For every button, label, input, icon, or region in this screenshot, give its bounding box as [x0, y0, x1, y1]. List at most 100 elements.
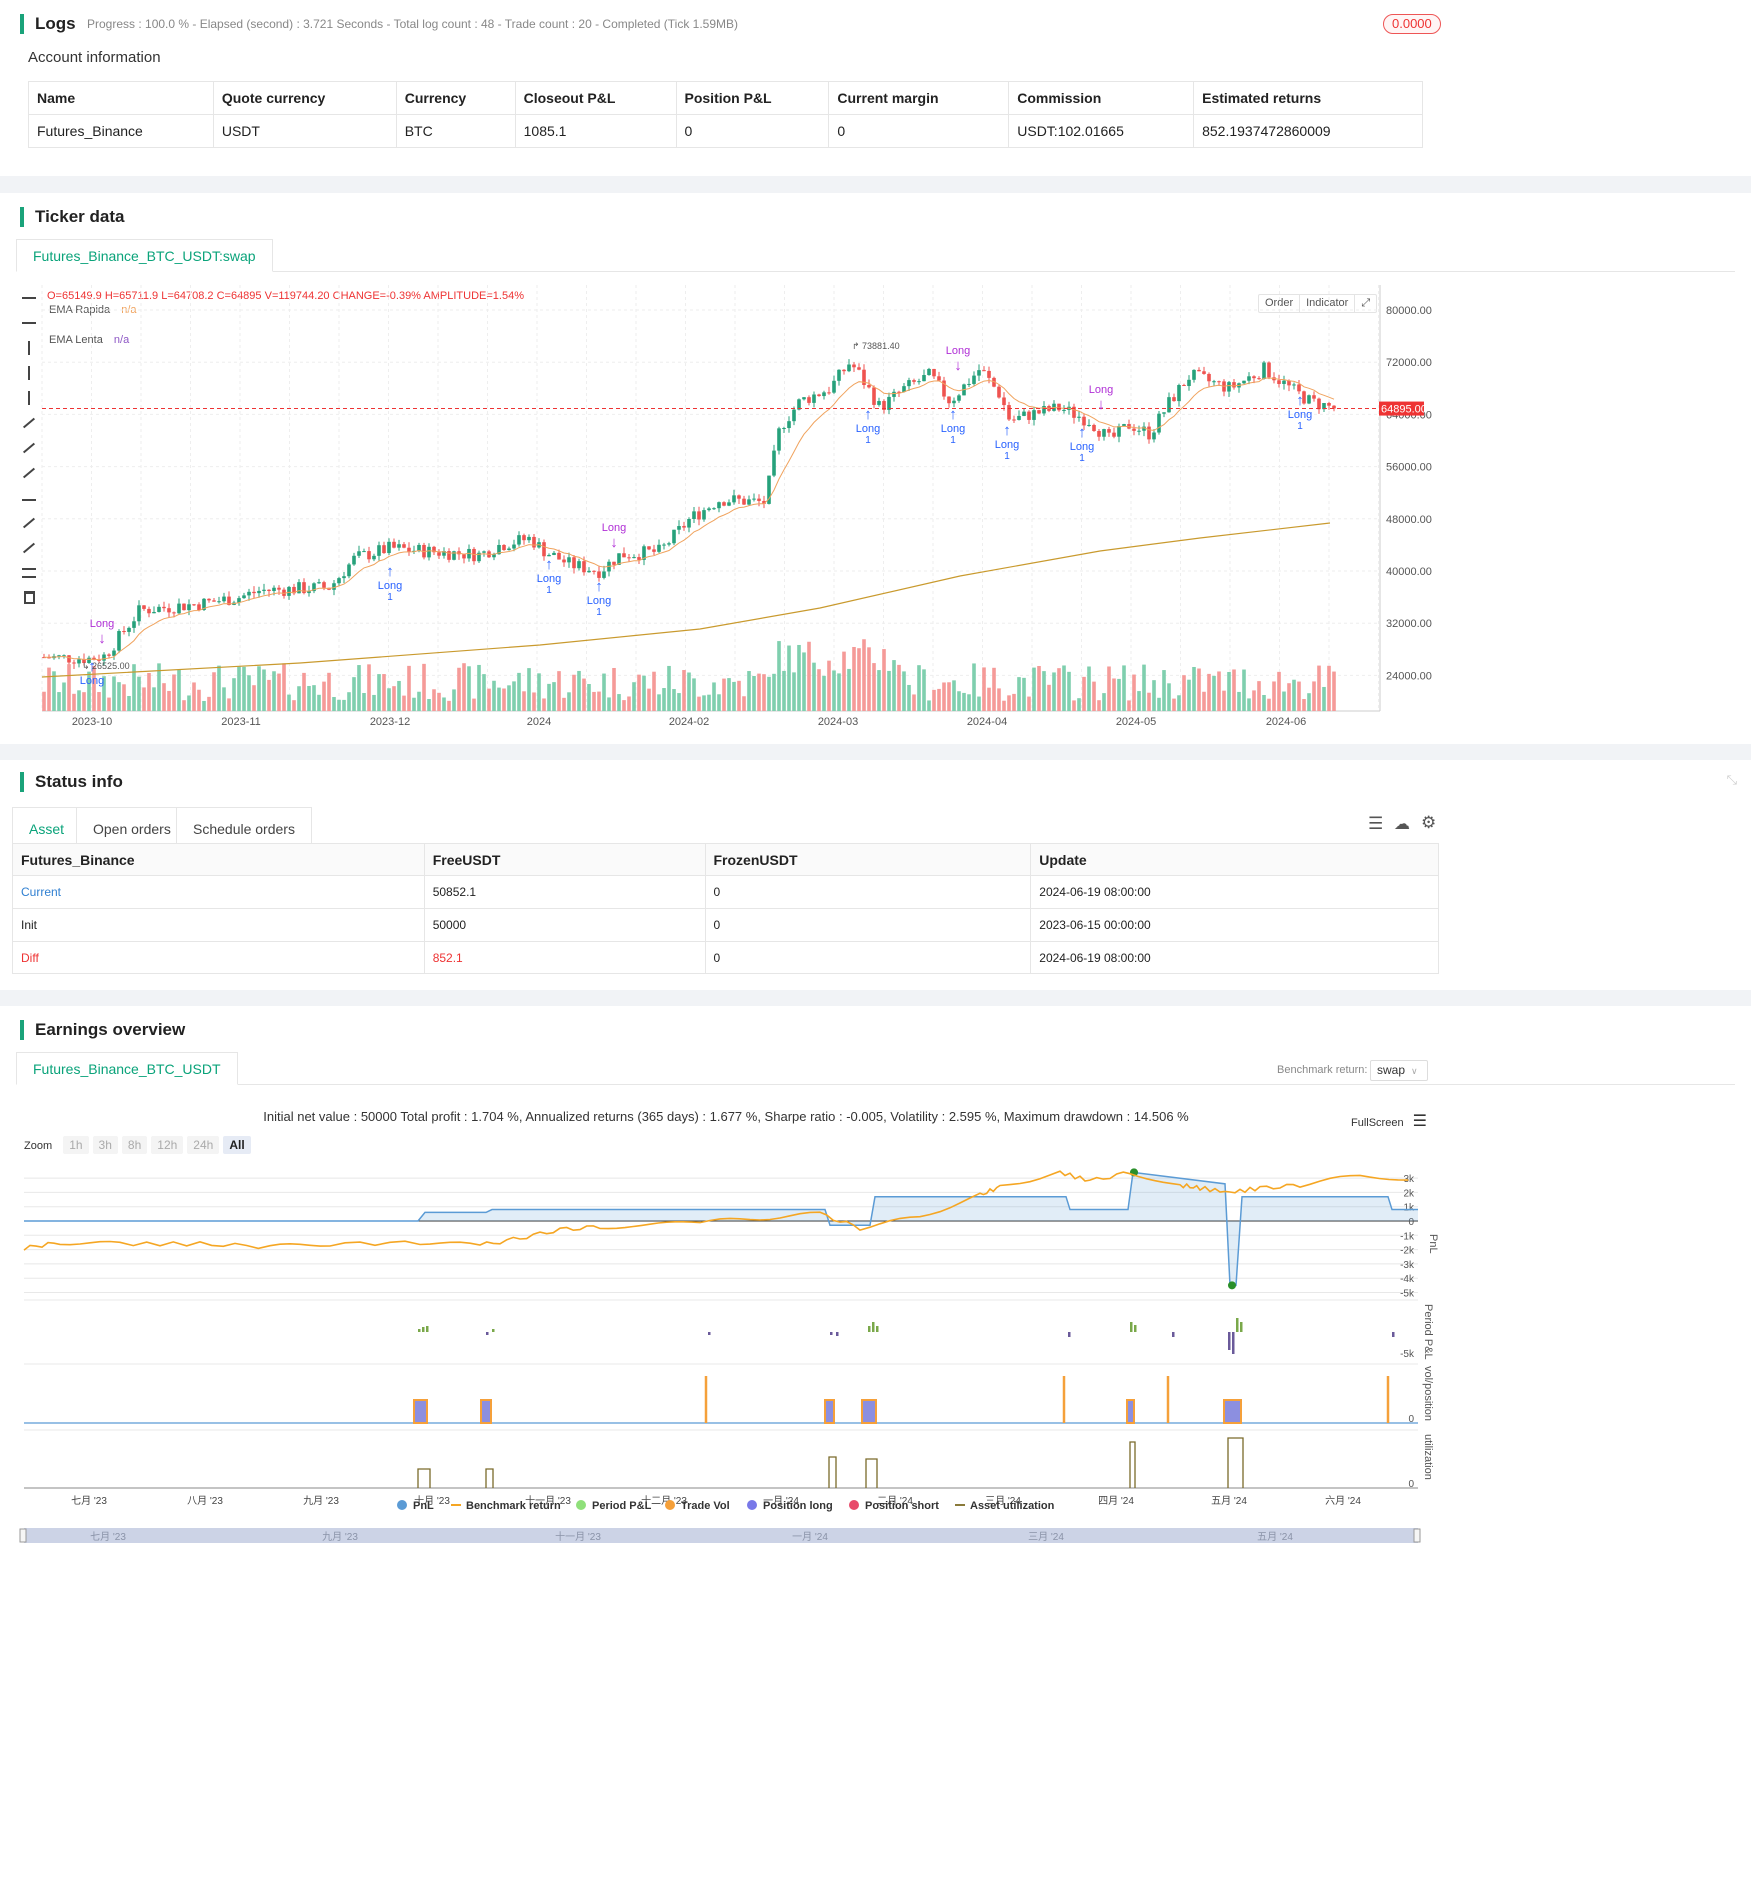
candle-body	[227, 596, 231, 605]
long-entry-arrow: ↑	[949, 406, 957, 423]
volume-bar	[77, 690, 81, 711]
axis-title-pnl: PnL	[1427, 1234, 1439, 1254]
candle-body	[937, 376, 941, 381]
volume-bar	[1332, 671, 1336, 711]
volume-bar	[1262, 694, 1266, 711]
candle-body	[1017, 415, 1021, 420]
current-price-tag	[1379, 401, 1424, 416]
volume-bar	[472, 698, 476, 711]
period-pnl-bar	[422, 1327, 425, 1332]
long-entry-arrow: ↑	[1078, 424, 1086, 441]
account-headers-5: Current margin	[828, 81, 1010, 115]
collapse-icon[interactable]: ⤡	[1726, 772, 1737, 787]
candle-body	[1162, 412, 1166, 414]
candle-body	[1332, 405, 1336, 409]
volume-bar	[582, 678, 586, 711]
price-range-icon[interactable]	[18, 385, 40, 410]
x-tick-label: 2023-12	[370, 716, 410, 728]
expand-icon[interactable]: ⤢	[1361, 297, 1371, 309]
zoom-12h[interactable]: 12h	[151, 1136, 184, 1154]
fullscreen-button[interactable]: FullScreen ☰	[1351, 1111, 1427, 1131]
ruler-icon[interactable]	[18, 560, 40, 585]
zoom-1h[interactable]: 1h	[63, 1136, 89, 1154]
candle-body	[982, 370, 986, 372]
list-icon[interactable]: ☰	[1368, 814, 1384, 833]
zoom-24h[interactable]: 24h	[187, 1136, 220, 1154]
kline-chart[interactable]: 80000.0072000.0064000.0056000.0048000.00…	[0, 193, 1751, 744]
volume-bar	[317, 694, 321, 711]
st-r0-2: 0	[704, 875, 1032, 909]
account-row-4: 0	[675, 114, 830, 148]
volume-bar	[1302, 699, 1306, 711]
volume-bar	[197, 689, 201, 711]
download-icon[interactable]: ☁	[1394, 816, 1410, 833]
settings-gear-icon[interactable]: ⚙	[1421, 813, 1437, 832]
horizontal-ray-icon[interactable]	[18, 310, 40, 335]
zoom-3h[interactable]: 3h	[92, 1136, 118, 1154]
volume-bar	[702, 695, 706, 711]
volume-bar	[107, 697, 111, 711]
indicator-button[interactable]: Indicator	[1300, 295, 1356, 312]
candle-body	[802, 397, 806, 400]
volume-bar	[1137, 691, 1141, 711]
volume-bar	[592, 691, 596, 711]
logs-badge[interactable]: 0.0000	[1383, 14, 1441, 34]
candle-body	[272, 587, 276, 592]
candle-body	[942, 380, 946, 397]
vertical-line-icon[interactable]	[18, 335, 40, 360]
long-entry-label: Long	[587, 595, 611, 607]
tab-asset[interactable]: Asset	[12, 807, 82, 849]
zoom-8h[interactable]: 8h	[121, 1136, 148, 1154]
candle-body	[357, 551, 361, 556]
utilization-step	[828, 1456, 837, 1488]
volume-bar	[1282, 691, 1286, 711]
volume-bar	[1117, 678, 1121, 711]
volume-bar	[1182, 675, 1186, 711]
price-label-icon[interactable]	[18, 485, 40, 510]
candle-body	[1327, 402, 1331, 406]
long-entry-label: Long	[1070, 441, 1094, 453]
x-tick-label: 2023-11	[221, 716, 261, 728]
candle-body	[832, 380, 836, 393]
tab-open-orders[interactable]: Open orders	[76, 807, 188, 849]
volume-bar	[462, 663, 466, 711]
candle-body	[432, 546, 436, 553]
volume-bar	[977, 696, 981, 711]
candle-body	[282, 589, 286, 596]
ema-slow-legend: EMA Lenta n/a	[49, 334, 129, 346]
candle-body	[267, 589, 271, 592]
logs-panel: Logs Progress : 100.0 % - Elapsed (secon…	[0, 0, 1751, 176]
long-entry-arrow: ↑	[386, 563, 394, 580]
candle-body	[302, 582, 306, 594]
volume-bar	[1152, 680, 1156, 711]
volume-bar	[617, 694, 621, 711]
st-r2-3: 2024-06-19 08:00:00	[1030, 941, 1439, 974]
zoom-all[interactable]: All	[223, 1136, 251, 1154]
position-long-block	[824, 1399, 835, 1424]
tab-schedule-orders[interactable]: Schedule orders	[176, 807, 312, 849]
account-headers-7: Estimated returns	[1193, 81, 1423, 115]
volume-bar	[997, 688, 1001, 711]
pnl-tick-label: 1k	[1403, 1203, 1415, 1214]
candle-body	[1107, 429, 1111, 433]
volume-bar	[772, 673, 776, 711]
fullscreen-label: FullScreen	[1351, 1117, 1404, 1129]
volume-bar	[212, 672, 216, 711]
long-exit-arrow: ↓	[954, 357, 962, 374]
current-price-label: 64895.00	[1381, 404, 1427, 416]
candle-body	[1317, 398, 1321, 410]
vertical-segment-icon[interactable]	[18, 360, 40, 385]
candle-body	[1197, 369, 1201, 372]
volume-bar	[477, 664, 481, 711]
ticker-tab[interactable]: Futures_Binance_BTC_USDT:swap	[16, 239, 273, 272]
long-entry-label: Long	[80, 675, 104, 687]
volume-bar	[792, 672, 796, 711]
benchmark-select[interactable]: swap ∨	[1370, 1060, 1428, 1081]
candle-body	[397, 544, 401, 548]
volume-bar	[667, 665, 671, 711]
horizontal-line-icon[interactable]	[18, 285, 40, 310]
candle-body	[797, 399, 801, 410]
earnings-tab[interactable]: Futures_Binance_BTC_USDT	[16, 1052, 238, 1085]
trash-icon[interactable]	[18, 585, 40, 610]
